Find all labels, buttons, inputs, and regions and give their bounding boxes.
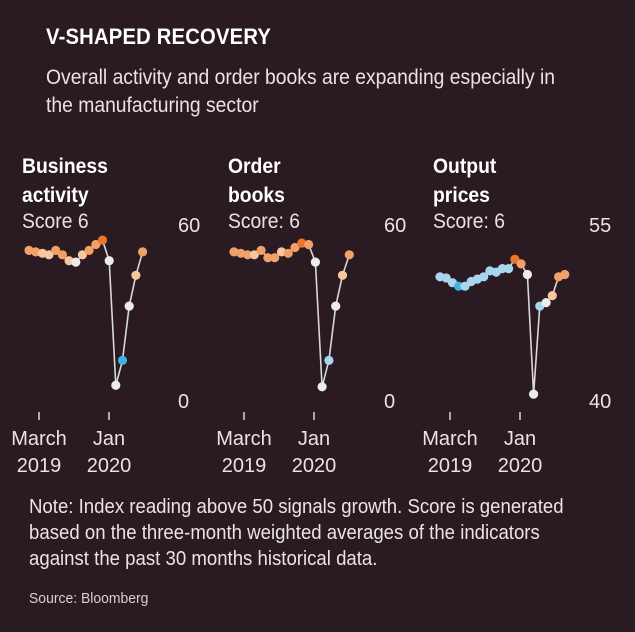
footnote: Note: Index reading above 50 signals gro…	[29, 496, 564, 570]
chart-title: V-SHAPED RECOVERY	[46, 24, 272, 49]
panel-title-order-books: Order books	[228, 152, 285, 210]
data-point	[57, 250, 67, 260]
x-tick-label: 2019	[17, 455, 62, 477]
data-point	[541, 298, 551, 308]
panel-title-line2: books	[228, 184, 285, 207]
data-point	[138, 247, 148, 257]
panel-score-order-books: Score: 6	[228, 210, 300, 233]
panel-title-line2: prices	[433, 184, 490, 207]
data-point	[77, 250, 87, 260]
x-tick-label: 2019	[428, 455, 473, 477]
y-tick-label: 60	[178, 215, 200, 237]
data-point	[516, 259, 526, 269]
data-point	[454, 281, 464, 291]
chart-panel-3: 55 40 March 2019 Jan 2020	[422, 215, 611, 477]
source-credit: Source: Bloomberg	[29, 590, 149, 607]
panel-title-line1: Order	[228, 155, 281, 178]
x-tick-label: 2019	[222, 455, 267, 477]
data-point	[44, 250, 54, 260]
series-line	[233, 242, 351, 387]
x-tick-label: Jan	[298, 428, 330, 450]
data-point	[91, 239, 101, 250]
x-tick-label: March	[11, 428, 67, 450]
data-point	[104, 256, 114, 266]
data-point	[304, 239, 314, 250]
data-point	[337, 270, 348, 280]
data-point	[84, 245, 94, 255]
chart-panel-1: 60 0 March 2019 Jan 2020	[11, 215, 200, 477]
data-point	[529, 389, 539, 399]
data-point	[283, 248, 293, 258]
chart-panel-2: 60 0 March 2019 Jan 2020	[216, 215, 406, 477]
data-point	[249, 250, 259, 260]
y-tick-label: 55	[589, 215, 611, 237]
panel-title-business-activity: Business activity	[22, 152, 108, 210]
data-point	[131, 270, 141, 280]
y-tick-label: 40	[589, 391, 611, 413]
y-tick-label: 0	[384, 391, 395, 413]
x-tick-label: March	[216, 428, 272, 450]
panel-title-line2: activity	[22, 184, 89, 207]
series-line	[439, 258, 566, 395]
data-point	[124, 301, 134, 311]
x-tick-label: 2020	[498, 455, 543, 477]
y-tick-label: 60	[384, 215, 406, 237]
panel-title-output-prices: Output prices	[433, 152, 496, 210]
x-tick-label: 2020	[292, 455, 337, 477]
data-point	[479, 272, 489, 282]
x-tick-label: 2020	[87, 455, 132, 477]
data-point	[263, 253, 273, 263]
data-point	[310, 257, 320, 267]
data-point	[331, 301, 341, 311]
data-point	[522, 269, 533, 280]
y-tick-label: 0	[178, 391, 189, 413]
panel-title-line1: Output	[433, 155, 497, 178]
data-point	[441, 273, 451, 283]
panel-score-output-prices: Score: 6	[433, 210, 505, 233]
x-tick-label: Jan	[504, 428, 536, 450]
data-point	[256, 245, 266, 255]
data-point	[504, 264, 514, 274]
data-point	[243, 250, 253, 260]
data-point	[97, 235, 108, 245]
data-point	[111, 380, 121, 390]
data-point	[290, 242, 300, 253]
data-point	[51, 245, 61, 255]
panel-title-line1: Business	[22, 155, 108, 178]
data-point	[117, 355, 128, 365]
data-point	[317, 382, 327, 392]
data-point	[324, 355, 334, 365]
x-tick-label: March	[422, 428, 478, 450]
data-point	[344, 250, 354, 260]
x-tick-label: Jan	[93, 428, 125, 450]
chart-subtitle: Overall activity and order books are exp…	[46, 66, 556, 117]
panel-score-business-activity: Score 6	[22, 210, 89, 233]
data-point	[560, 269, 570, 280]
data-point	[547, 291, 557, 301]
data-point	[270, 253, 280, 263]
data-point	[71, 257, 81, 267]
